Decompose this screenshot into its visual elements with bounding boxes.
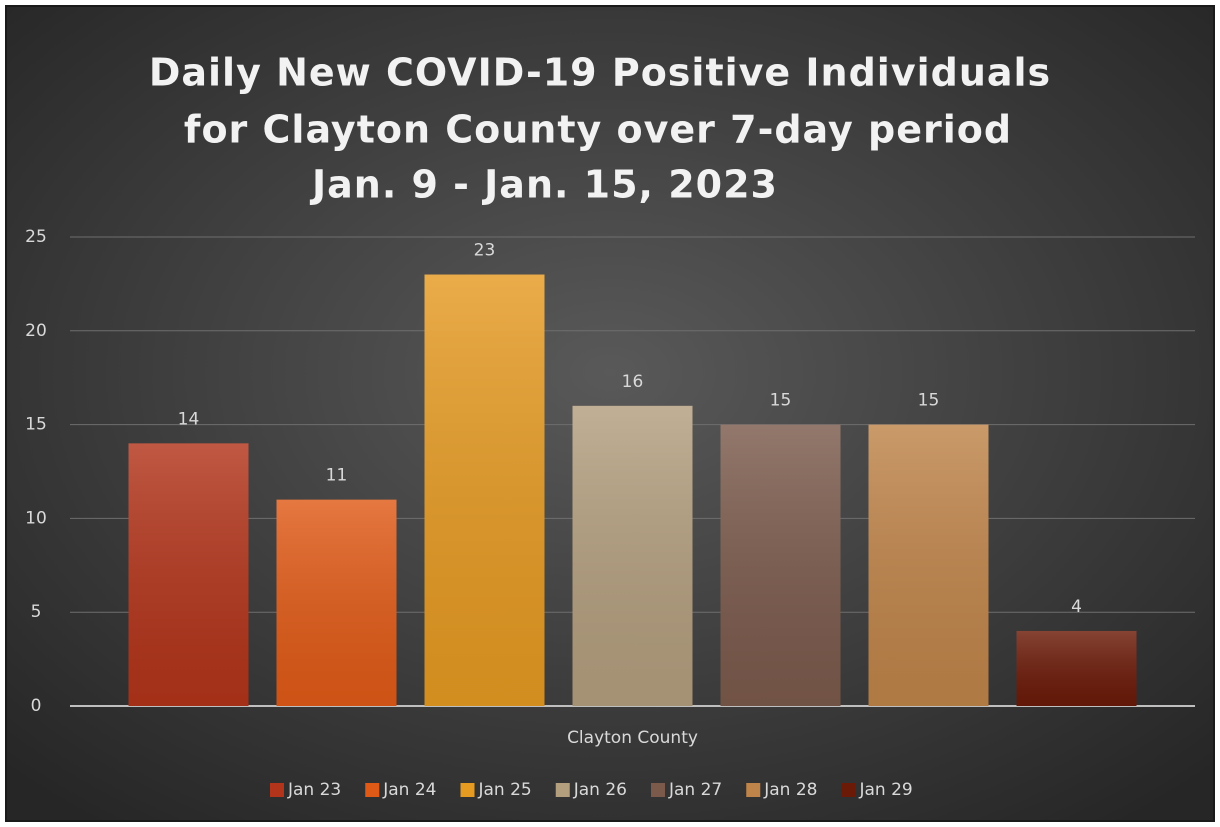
bar xyxy=(572,405,693,706)
y-tick-label: 0 xyxy=(31,696,42,716)
legend-swatch xyxy=(460,783,475,797)
data-label: 4 xyxy=(1071,597,1082,617)
legend-swatch xyxy=(555,783,570,797)
bar xyxy=(1016,630,1137,706)
legend-label: Jan 28 xyxy=(763,780,817,800)
data-label: 14 xyxy=(178,409,200,429)
legend-swatch xyxy=(365,783,380,797)
legend-label: Jan 24 xyxy=(382,780,436,800)
chart-title: Daily New COVID-19 Positive Individuals xyxy=(149,51,1051,95)
data-label: 15 xyxy=(770,391,792,411)
legend-swatch xyxy=(841,783,856,797)
y-tick-label: 10 xyxy=(25,508,47,528)
y-tick-label: 20 xyxy=(25,321,47,341)
data-label: 16 xyxy=(622,372,644,392)
legend-label: Jan 27 xyxy=(668,780,722,800)
legend-label: Jan 26 xyxy=(573,780,627,800)
y-tick-label: 25 xyxy=(25,227,47,247)
x-tick-label: Clayton County xyxy=(567,728,698,748)
y-tick-label: 5 xyxy=(31,602,42,622)
legend-swatch xyxy=(651,783,665,797)
bar xyxy=(128,443,249,706)
legend-swatch xyxy=(270,783,284,797)
bar xyxy=(720,424,841,706)
bar xyxy=(424,274,545,706)
data-label: 23 xyxy=(474,241,496,261)
chart-title: for Clayton County over 7-day period xyxy=(184,108,1012,152)
bar xyxy=(276,499,397,706)
data-label: 15 xyxy=(918,391,940,411)
chart-title: Jan. 9 - Jan. 15, 2023 xyxy=(309,163,778,207)
legend-label: Jan 23 xyxy=(287,780,341,800)
bar xyxy=(868,424,989,706)
legend-swatch xyxy=(746,783,761,797)
legend-label: Jan 29 xyxy=(859,780,913,800)
y-tick-label: 15 xyxy=(25,415,47,435)
legend-label: Jan 25 xyxy=(478,780,532,800)
data-label: 11 xyxy=(326,466,348,486)
